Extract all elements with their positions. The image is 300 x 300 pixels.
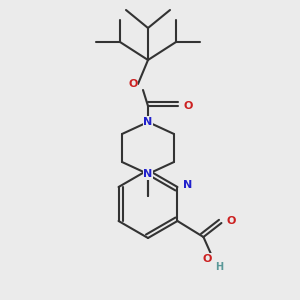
Text: O: O (227, 216, 236, 226)
Text: N: N (183, 180, 192, 190)
Text: N: N (143, 169, 153, 179)
Text: O: O (183, 101, 193, 111)
Text: O: O (203, 254, 212, 264)
Text: H: H (215, 262, 223, 272)
Text: N: N (143, 117, 153, 127)
Text: O: O (128, 79, 138, 89)
